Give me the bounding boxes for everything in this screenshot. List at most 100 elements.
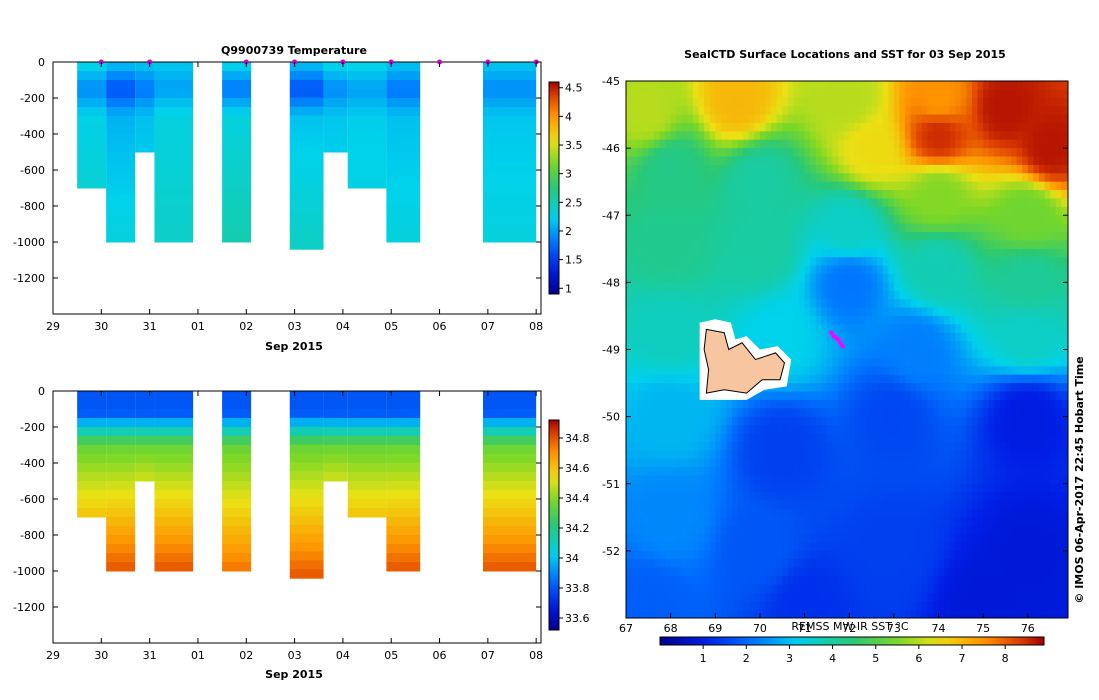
sst-cell — [972, 114, 979, 124]
sst-cell — [983, 408, 990, 418]
sst-cell — [893, 517, 901, 527]
sst-cell — [681, 198, 688, 208]
sst-cell — [921, 517, 928, 527]
sst-cell — [949, 198, 956, 208]
sst-cell — [1011, 508, 1018, 518]
sst-cell — [1011, 106, 1018, 116]
sst-cell — [910, 450, 917, 460]
salinity-profile-1-bin — [77, 409, 107, 419]
sst-cell — [905, 408, 912, 418]
sst-cell — [826, 374, 834, 384]
sst-cell — [910, 458, 917, 468]
sst-cell — [865, 106, 873, 116]
sst-cell — [910, 391, 917, 401]
sst-cell — [637, 97, 644, 107]
sst-cell — [988, 475, 995, 485]
sst-cell — [854, 240, 861, 250]
sst-cell — [1038, 282, 1046, 292]
salinity-profile-9-bin — [386, 481, 421, 491]
sst-cell — [865, 181, 873, 191]
sst-cell — [832, 433, 839, 443]
sst-cell — [988, 374, 995, 384]
sst-cell — [977, 181, 984, 191]
sst-cell — [776, 206, 783, 216]
sst-cell — [1044, 525, 1051, 535]
sst-cell — [709, 232, 716, 242]
salinity-profile-5-bin — [222, 400, 252, 410]
sst-cell — [637, 282, 644, 292]
sst-cell — [849, 525, 856, 535]
sst-cell — [888, 483, 895, 493]
sst-cell — [999, 240, 1007, 250]
sst-cell — [1061, 240, 1068, 250]
sst-cell — [893, 148, 901, 158]
sst-cell — [754, 139, 761, 149]
sst-cell — [910, 139, 917, 149]
sst-cell — [843, 299, 850, 309]
sst-cell — [854, 131, 861, 141]
sst-cell — [771, 299, 778, 309]
sst-cell — [1011, 408, 1018, 418]
sst-cell — [631, 273, 638, 283]
sst-cell — [726, 173, 733, 183]
sst-cell — [1055, 290, 1062, 300]
sst-cell — [743, 483, 750, 493]
sst-cell — [709, 248, 716, 258]
salinity-profile-2-bin — [106, 544, 136, 554]
sst-cell — [910, 441, 917, 451]
sst-cell — [1044, 97, 1051, 107]
sst-cell — [810, 198, 817, 208]
sst-cell — [637, 483, 644, 493]
sst-cell — [692, 190, 700, 200]
sst-cell — [642, 441, 649, 451]
sst-cell — [960, 441, 968, 451]
sst-cell — [782, 164, 789, 174]
sst-cell — [698, 257, 705, 267]
sst-cell — [871, 458, 878, 468]
temperature-profile-4-bin — [154, 125, 194, 135]
sst-cell — [637, 265, 644, 275]
sst-cell — [626, 433, 633, 443]
sst-cell — [865, 190, 873, 200]
sst-cell — [759, 391, 767, 401]
sst-cell — [960, 433, 968, 443]
sst-cell — [1011, 500, 1018, 510]
temperature-profile-6-bin — [289, 213, 324, 223]
sst-cell — [1027, 139, 1034, 149]
sst-cell — [972, 273, 979, 283]
sst-cell — [949, 534, 956, 544]
sst-cell — [737, 483, 744, 493]
sst-cell — [1055, 106, 1062, 116]
sst-cell — [932, 500, 940, 510]
sst-cell — [821, 383, 828, 393]
sst-cell — [709, 164, 716, 174]
sst-cell — [821, 492, 828, 502]
sst-cell — [994, 131, 1001, 141]
sst-cell — [681, 341, 688, 351]
sst-cell — [921, 332, 928, 342]
sst-cell — [826, 466, 834, 476]
sst-cell — [977, 240, 984, 250]
sst-cell — [966, 374, 973, 384]
sst-cell — [921, 131, 928, 141]
sst-cell — [1066, 357, 1068, 367]
sst-cell — [637, 257, 644, 267]
sst-cell — [793, 290, 800, 300]
temperature-y-tick-label: -800 — [20, 200, 45, 213]
sst-cell — [838, 122, 845, 132]
sst-cell — [1055, 425, 1062, 435]
sst-cell — [899, 433, 906, 443]
sst-cell — [626, 290, 633, 300]
salinity-profile-2-bin — [106, 436, 136, 446]
sst-cell — [977, 349, 984, 359]
sst-cell — [1050, 273, 1057, 283]
sst-cell — [1011, 223, 1018, 233]
temperature-profile-2-bin — [106, 152, 136, 162]
sst-cell — [821, 89, 828, 99]
sst-cell — [1055, 206, 1062, 216]
salinity-profile-5-bin — [222, 445, 252, 455]
temperature-profile-1-bin — [77, 170, 107, 180]
sst-cell — [715, 416, 722, 426]
sst-cell — [949, 307, 956, 317]
sst-cell — [860, 508, 867, 518]
